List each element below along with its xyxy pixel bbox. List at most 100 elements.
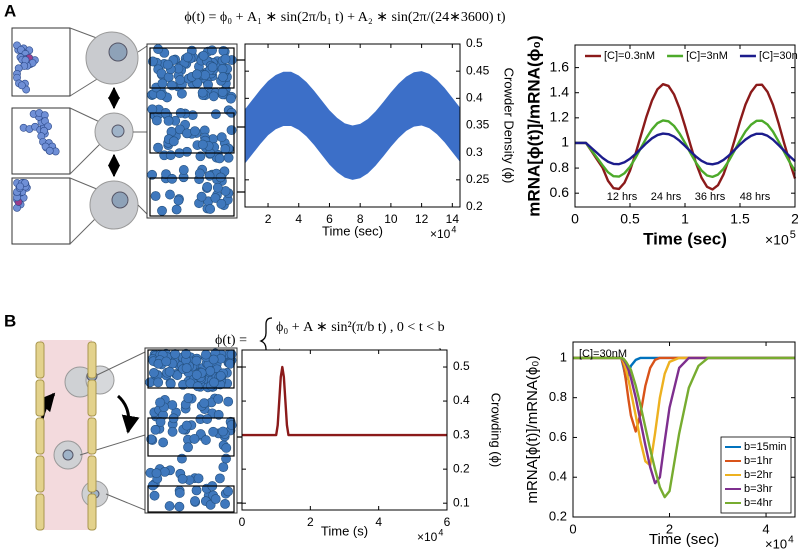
y-tick-label: 0.5 bbox=[466, 36, 483, 50]
crowder bbox=[155, 397, 165, 408]
crowder bbox=[162, 59, 173, 70]
x-tick-label: 4 bbox=[762, 521, 769, 536]
crowder bbox=[167, 426, 178, 437]
crowder bbox=[191, 369, 202, 380]
crowder bbox=[157, 78, 168, 89]
legend-label: [C]=0.3nM bbox=[604, 50, 655, 62]
connector bbox=[105, 493, 146, 511]
line bbox=[575, 132, 796, 166]
crowder bbox=[218, 462, 229, 473]
crowder bbox=[181, 348, 191, 359]
x-tick-label: 14 bbox=[446, 212, 460, 226]
panel-label: A bbox=[4, 1, 16, 20]
crowder bbox=[217, 87, 228, 97]
y-tick-label: 1.4 bbox=[550, 83, 570, 99]
y-tick-label: 1 bbox=[561, 134, 569, 150]
crowder bbox=[174, 501, 185, 512]
crowder bbox=[191, 485, 202, 496]
crowder bbox=[151, 468, 162, 479]
illustration bbox=[11, 27, 263, 245]
crowder bbox=[158, 437, 169, 448]
crowder bbox=[181, 420, 192, 431]
line bbox=[575, 119, 797, 179]
crowder bbox=[205, 366, 216, 376]
crowder bbox=[215, 473, 225, 484]
cell-wall bbox=[35, 417, 45, 455]
y-tick-label: 0.3 bbox=[466, 145, 483, 159]
line bbox=[575, 82, 797, 191]
crowder bbox=[177, 473, 188, 484]
cell-wall bbox=[35, 455, 45, 493]
x-tick-label: 2 bbox=[666, 521, 673, 536]
crowder bbox=[195, 151, 206, 162]
crowder bbox=[192, 381, 203, 392]
crowder bbox=[207, 62, 218, 73]
zoom-box bbox=[147, 485, 235, 513]
crowder bbox=[208, 91, 219, 102]
x-tick-label: 2 bbox=[791, 211, 798, 227]
panel-label: B bbox=[4, 311, 16, 330]
crowder bbox=[216, 198, 227, 209]
x-tick-label: 6 bbox=[326, 212, 333, 226]
crowder bbox=[201, 349, 211, 360]
crowder bbox=[208, 354, 219, 365]
bead bbox=[45, 146, 54, 155]
crowder bbox=[220, 54, 231, 64]
crowder bbox=[208, 426, 219, 437]
crowder bbox=[218, 72, 228, 82]
crowder bbox=[216, 132, 227, 143]
crowder bbox=[177, 453, 187, 464]
crowder bbox=[221, 443, 232, 453]
x-exponent-power: 4 bbox=[438, 527, 443, 537]
legend-label: b=4hr bbox=[744, 497, 773, 509]
connector bbox=[69, 139, 105, 175]
crowder bbox=[218, 426, 228, 437]
crowder bbox=[189, 126, 200, 137]
crowder bbox=[171, 204, 182, 215]
flow-arrow bbox=[116, 394, 140, 434]
y-tick-label: 0.35 bbox=[466, 118, 490, 132]
crowder bbox=[146, 434, 157, 445]
plot-background bbox=[242, 350, 447, 510]
crowder bbox=[199, 398, 210, 409]
crowder bbox=[223, 152, 234, 163]
cell-wall bbox=[35, 379, 45, 417]
crowder bbox=[215, 370, 226, 381]
crowder bbox=[182, 52, 193, 63]
crowder bbox=[213, 409, 224, 420]
crowder bbox=[183, 393, 194, 403]
y-tick-label: 0.25 bbox=[466, 172, 490, 186]
crowder bbox=[210, 193, 221, 203]
crowder bbox=[157, 205, 167, 216]
y-axis-label: Crowder Density (ϕ) bbox=[502, 68, 517, 184]
crowder bbox=[207, 45, 217, 56]
y-tick-label: 0.4 bbox=[466, 91, 483, 105]
gene-locus bbox=[108, 42, 128, 62]
band bbox=[245, 71, 460, 180]
crowder bbox=[200, 70, 210, 80]
crowder bbox=[166, 80, 177, 91]
crowder bbox=[147, 169, 158, 180]
crowder bbox=[225, 93, 236, 104]
crowder bbox=[223, 396, 234, 407]
x-axis-label: Time (sec) bbox=[643, 229, 727, 248]
y-tick-label: 0.1 bbox=[453, 495, 470, 509]
y-tick-label: 0.4 bbox=[453, 393, 470, 407]
legend-label: b=2hr bbox=[744, 469, 773, 481]
crowder bbox=[153, 377, 164, 388]
crowder bbox=[212, 182, 223, 193]
crowder bbox=[194, 168, 205, 179]
zoom-box bbox=[147, 417, 235, 457]
y-tick-label: 0.6 bbox=[549, 429, 567, 444]
crowder bbox=[150, 424, 161, 435]
crowder bbox=[170, 349, 181, 359]
crowder bbox=[204, 170, 215, 181]
crowder bbox=[202, 414, 213, 424]
y-tick-label: 0.2 bbox=[549, 508, 567, 523]
crowder bbox=[178, 165, 189, 175]
crowder bbox=[183, 442, 193, 453]
crowder bbox=[210, 494, 221, 504]
crowder bbox=[155, 417, 166, 427]
